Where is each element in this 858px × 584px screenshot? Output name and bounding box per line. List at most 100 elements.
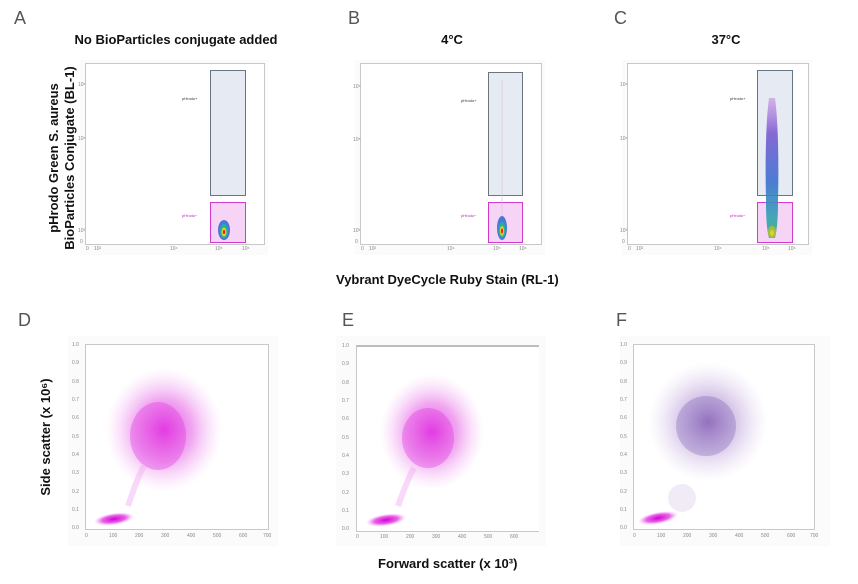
y-axis-title-line2: BioParticles Conjugate (BL-1)	[62, 66, 77, 250]
x-tick: 500	[213, 533, 222, 539]
y-tick: 0.3	[72, 470, 79, 476]
x-tick: 300	[161, 533, 170, 539]
y-tick: 0.7	[342, 398, 349, 404]
x-tick: 600	[239, 533, 248, 539]
y-tick: 10⁶	[353, 84, 361, 90]
panel-a-gate-neg	[210, 202, 246, 243]
panel-f-plot: 1.0 0.9 0.8 0.7 0.6 0.5 0.4 0.3 0.2 0.1 …	[620, 336, 830, 546]
bottom-row-y-axis-title: Side scatter (x 10⁶)	[38, 378, 53, 496]
y-tick: 0.8	[342, 380, 349, 386]
x-tick: 10⁵	[762, 246, 770, 252]
x-tick: 400	[458, 534, 467, 540]
panel-b-density-plot	[497, 80, 507, 240]
x-tick: 200	[406, 534, 415, 540]
panel-a-gate-neg-label: pHrodo−	[182, 213, 198, 218]
panel-c-gate-neg-label: pHrodo−	[730, 213, 746, 218]
y-tick: 10⁵	[620, 136, 628, 142]
y-tick: 0.6	[72, 415, 79, 421]
panel-b-plot: pHrodo+ pHrodo− 10⁶ 10⁵ 10³ 0 0 10² 10⁴ …	[353, 60, 545, 255]
x-tick: 200	[135, 533, 144, 539]
y-tick: 10⁵	[353, 137, 361, 143]
panel-letter-f: F	[616, 310, 627, 330]
y-tick: 1.0	[342, 343, 349, 349]
y-tick: 0.0	[620, 525, 627, 531]
x-tick: 300	[432, 534, 441, 540]
x-tick: 0	[633, 533, 636, 539]
y-tick: 0.1	[72, 507, 79, 513]
y-tick: 0.1	[342, 508, 349, 514]
top-row-y-axis-title: pHrodo Green S. aureus BioParticles Conj…	[46, 60, 78, 256]
y-tick: 0.8	[72, 379, 79, 385]
panel-d-plot: 1.0 0.9 0.8 0.7 0.6 0.5 0.4 0.3 0.2 0.1 …	[68, 336, 278, 546]
y-tick: 0.4	[72, 452, 79, 458]
panel-b-gate-pos-label: pHrodo+	[461, 98, 477, 103]
y-tick: 0.9	[72, 360, 79, 366]
panel-a-gate-pos	[210, 70, 246, 196]
y-tick: 0.3	[620, 470, 627, 476]
x-tick: 10⁴	[170, 246, 178, 252]
x-tick: 0	[85, 533, 88, 539]
panel-a-title: No BioParticles conjugate added	[74, 32, 278, 47]
x-tick: 500	[484, 534, 493, 540]
y-tick: 0.9	[620, 360, 627, 366]
y-tick: 10³	[78, 228, 86, 234]
y-tick: 0.2	[72, 489, 79, 495]
y-tick: 0.5	[72, 434, 79, 440]
x-tick: 10⁵	[215, 246, 223, 252]
x-tick: 0	[86, 246, 89, 252]
x-tick: 600	[787, 533, 796, 539]
y-axis-title-line1: pHrodo Green S. aureus	[46, 83, 61, 233]
y-tick: 10⁵	[78, 136, 86, 142]
x-tick: 0	[361, 246, 364, 252]
x-tick: 10⁶	[519, 246, 527, 252]
x-tick: 10⁶	[788, 246, 796, 252]
x-tick: 100	[380, 534, 389, 540]
panel-c-title: 37°C	[711, 32, 741, 47]
panel-b-gate-pos	[488, 72, 523, 196]
x-tick: 700	[810, 533, 819, 539]
y-tick: 0.9	[342, 361, 349, 367]
x-tick: 100	[657, 533, 666, 539]
x-tick: 300	[709, 533, 718, 539]
y-tick: 0.5	[342, 435, 349, 441]
panel-letter-b: B	[348, 8, 361, 28]
y-tick: 0	[80, 239, 83, 245]
y-tick: 1.0	[620, 342, 627, 348]
x-tick: 0	[356, 534, 359, 540]
x-tick: 10⁵	[493, 246, 501, 252]
y-tick: 10³	[620, 228, 628, 234]
panel-letter-d: D	[18, 310, 31, 330]
x-tick: 100	[109, 533, 118, 539]
panel-b-gate-neg-label: pHrodo−	[461, 213, 477, 218]
y-tick: 0.3	[342, 471, 349, 477]
bottom-row-x-axis-title: Forward scatter (x 10³)	[378, 556, 518, 571]
panel-letter-a: A	[14, 8, 27, 28]
x-tick: 400	[735, 533, 744, 539]
x-tick: 10²	[94, 246, 102, 252]
y-tick: 10³	[353, 228, 361, 234]
y-tick: 0	[622, 239, 625, 245]
x-tick: 700	[263, 533, 272, 539]
panel-a-plot: pHrodo+ pHrodo− 10⁶ 10⁵ 10³ 0 0 10² 10⁴ …	[78, 60, 268, 255]
y-tick: 0.6	[342, 416, 349, 422]
x-tick: 400	[187, 533, 196, 539]
panel-letter-e: E	[342, 310, 355, 330]
x-tick: 10⁴	[447, 246, 455, 252]
panel-a-gate-pos-label: pHrodo+	[182, 96, 198, 101]
y-tick: 0.5	[620, 434, 627, 440]
y-tick: 10⁶	[620, 82, 628, 88]
y-tick: 1.0	[72, 342, 79, 348]
x-tick: 10²	[369, 246, 377, 252]
y-tick: 0	[355, 239, 358, 245]
top-row-x-axis-title: Vybrant DyeCycle Ruby Stain (RL-1)	[336, 272, 559, 287]
panel-e-scatter	[366, 374, 484, 527]
x-tick: 10²	[636, 246, 644, 252]
panel-c-density-plot	[765, 98, 779, 238]
y-tick: 0.7	[620, 397, 627, 403]
x-tick: 600	[510, 534, 519, 540]
panel-a-density-plot	[218, 220, 230, 240]
panel-d-scatter	[94, 368, 222, 526]
panel-e-plot: 1.0 0.9 0.8 0.7 0.6 0.5 0.4 0.3 0.2 0.1 …	[336, 336, 546, 546]
panel-f-scatter	[638, 362, 768, 525]
x-tick: 10⁴	[714, 246, 722, 252]
